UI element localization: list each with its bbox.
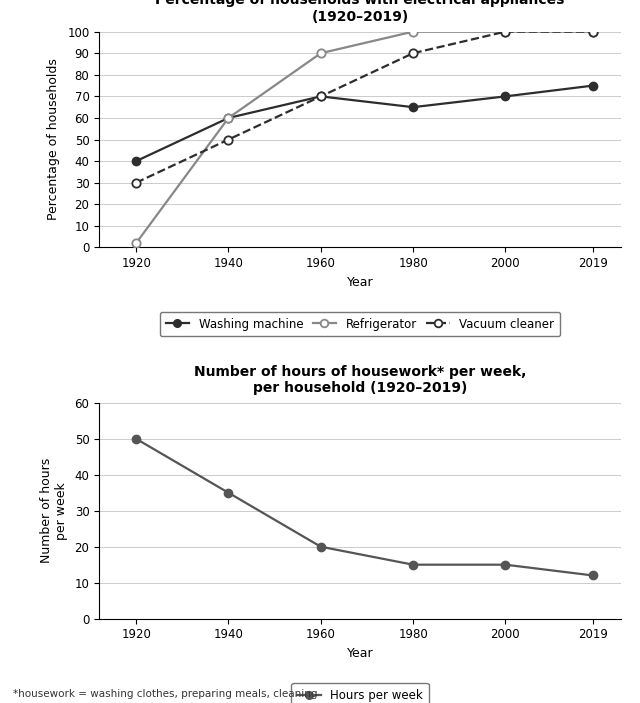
Y-axis label: Number of hours
per week: Number of hours per week (40, 458, 68, 563)
Text: *housework = washing clothes, preparing meals, cleaning: *housework = washing clothes, preparing … (13, 690, 317, 699)
Title: Number of hours of housework* per week,
per household (1920–2019): Number of hours of housework* per week, … (194, 365, 526, 394)
Title: Percentage of households with electrical appliances
(1920–2019): Percentage of households with electrical… (156, 0, 564, 23)
Legend: Hours per week: Hours per week (291, 683, 429, 703)
X-axis label: Year: Year (347, 276, 373, 289)
X-axis label: Year: Year (347, 647, 373, 660)
Legend: Washing machine, Refrigerator, Vacuum cleaner: Washing machine, Refrigerator, Vacuum cl… (159, 311, 561, 337)
Y-axis label: Percentage of households: Percentage of households (47, 58, 60, 221)
